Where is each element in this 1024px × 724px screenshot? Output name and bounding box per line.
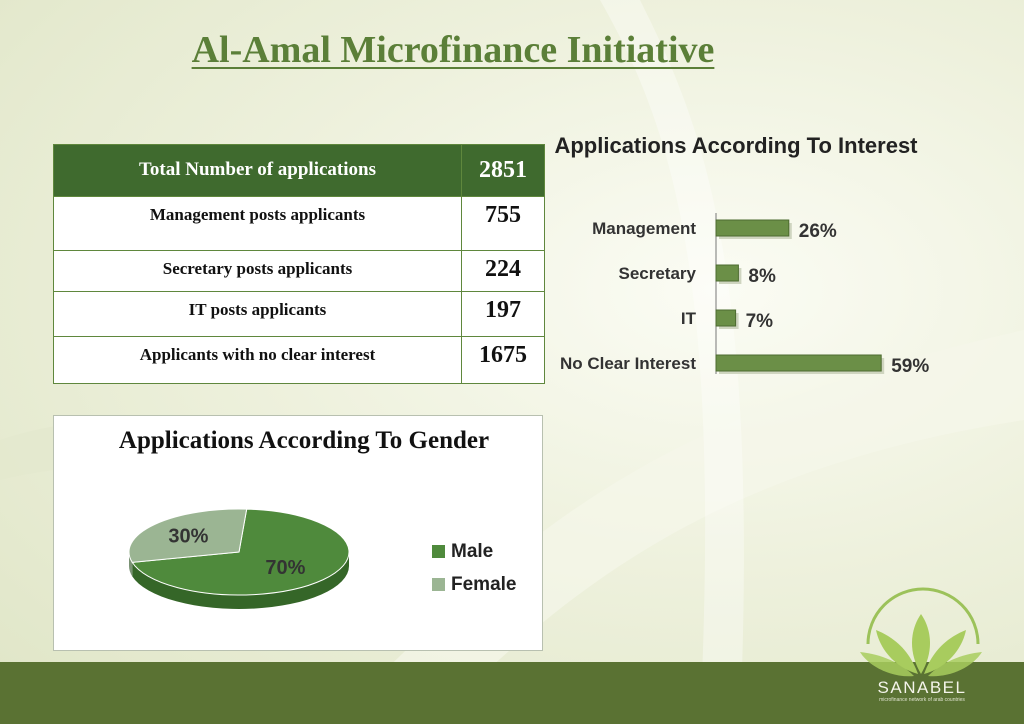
legend-item-male: Male — [432, 541, 493, 563]
sanabel-logo — [860, 587, 982, 677]
logo-tagline: microfinance network of arab countries — [879, 697, 965, 703]
interest-category-label: No Clear Interest — [560, 354, 696, 373]
logo-name: SANABEL — [877, 678, 967, 697]
legend-label-male: Male — [451, 541, 494, 562]
legend-swatch-male — [432, 545, 445, 558]
table-row: IT posts applicants 197 — [53, 291, 545, 337]
logo-leaves — [860, 614, 982, 677]
table-header-label: Total Number of applications — [53, 144, 462, 197]
interest-data-label: 7% — [746, 311, 774, 332]
gender-pie-chart: Applications According To Gender 70% 30% … — [53, 415, 543, 651]
interest-category-label: IT — [681, 309, 697, 328]
table-row-value: 224 — [461, 250, 545, 292]
footer-band — [0, 662, 1024, 724]
table-header-value: 2851 — [461, 144, 545, 197]
table-row: Applicants with no clear interest 1675 — [53, 336, 545, 384]
interest-chart-title: Applications According To Interest — [554, 133, 918, 158]
table-row-value: 755 — [461, 196, 545, 251]
legend-label-female: Female — [451, 574, 517, 595]
interest-bar — [715, 219, 790, 237]
table-row: Secretary posts applicants 224 — [53, 250, 545, 292]
pie-slice-female — [128, 508, 248, 563]
interest-chart-plot: Management 26% Secretary 8% IT 7% No Clear Int… — [560, 213, 929, 377]
gender-chart-plot: 70% 30% — [128, 508, 350, 609]
logo-arc — [866, 587, 980, 645]
legend-swatch-female — [432, 578, 445, 591]
table-row-label: Applicants with no clear interest — [53, 336, 462, 384]
applications-table: Total Number of applications 2851 Manage… — [53, 144, 545, 384]
gender-chart-title: Applications According To Gender — [118, 427, 490, 454]
pie-slice-side — [132, 552, 349, 609]
page-title: Al-Amal Microfinance Initiative — [191, 29, 715, 71]
table-header-row: Total Number of applications 2851 — [53, 144, 545, 197]
pie-data-label: 30% — [168, 525, 208, 547]
interest-data-label: 59% — [891, 356, 929, 377]
table-row: Management posts applicants 755 — [53, 196, 545, 251]
interest-bar — [715, 309, 737, 327]
interest-category-label: Secretary — [618, 264, 696, 283]
interest-bar — [715, 264, 739, 282]
table-row-value: 197 — [461, 291, 545, 337]
table-row-value: 1675 — [461, 336, 545, 384]
interest-data-label: 26% — [799, 221, 837, 242]
interest-category-label: Management — [592, 219, 696, 238]
table-row-label: Secretary posts applicants — [53, 250, 462, 292]
table-row-label: Management posts applicants — [53, 196, 462, 251]
table-row-label: IT posts applicants — [53, 291, 462, 337]
pie-slice-male — [131, 508, 350, 596]
pie-data-label: 70% — [265, 557, 305, 579]
interest-bar — [715, 354, 882, 372]
interest-data-label: 8% — [748, 266, 776, 287]
legend-item-female: Female — [432, 574, 516, 596]
interest-bar-chart: Applications According To Interest Manag… — [540, 125, 960, 405]
